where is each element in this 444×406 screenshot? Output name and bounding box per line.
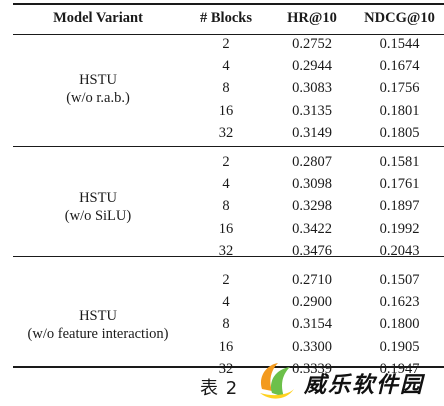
table-row: HSTU (w/o feature interaction) 2 0.2710 0.15…	[13, 269, 444, 342]
blocks-cell: 32	[218, 243, 234, 260]
table-row: 4 0.2900 0.1623	[13, 291, 444, 313]
ndcg10-cell: 0.1801	[379, 102, 420, 119]
hr10-cell: 0.3135	[292, 102, 332, 119]
table-row: 32 0.3339 0.1947	[13, 358, 444, 380]
blocks-cell: 4	[222, 58, 230, 75]
model-variant-ablation: (w/o SiLU)	[64, 207, 132, 224]
ndcg10-cell: 0.1805	[379, 125, 420, 142]
model-variant-cell: HSTU (w/o SiLU)	[13, 151, 183, 263]
hr10-cell: 0.3300	[292, 338, 332, 355]
header-hr10: HR@10	[287, 9, 337, 26]
hr10-cell: 0.3339	[292, 361, 332, 378]
table-row: 8 0.3083 0.1756	[13, 78, 444, 100]
results-table: Model Variant # Blocks HR@10 NDCG@10 HST…	[13, 3, 444, 381]
blocks-cell: 16	[218, 102, 234, 119]
ndcg10-cell: 0.1800	[379, 316, 420, 333]
model-variant-name: HSTU	[79, 71, 117, 88]
ndcg10-cell: 0.1623	[379, 293, 420, 310]
ndcg10-cell: 0.1905	[379, 338, 420, 355]
hr10-cell: 0.2900	[292, 293, 332, 310]
model-variant-cell: HSTU (w/o feature interaction)	[13, 269, 183, 381]
hr10-cell: 0.2710	[292, 271, 332, 288]
header-ndcg10: NDCG@10	[364, 9, 435, 26]
blocks-cell: 32	[218, 361, 234, 378]
hr10-cell: 0.3422	[292, 220, 332, 237]
model-variant-ablation: (w/o r.a.b.)	[66, 89, 130, 106]
blocks-cell: 16	[218, 220, 234, 237]
blocks-cell: 8	[222, 80, 230, 97]
hr10-cell: 0.3083	[292, 80, 332, 97]
model-variant-ablation: (w/o feature interaction)	[27, 325, 169, 342]
hr10-cell: 0.3098	[292, 176, 332, 193]
table-top-rule	[13, 3, 444, 5]
model-variant-cell: HSTU (w/o r.a.b.)	[13, 33, 183, 145]
ndcg10-cell: 0.1544	[379, 35, 420, 52]
table-row: 8 0.3154 0.1800	[13, 314, 444, 336]
hr10-cell: 0.2944	[292, 58, 332, 75]
blocks-cell: 32	[218, 125, 234, 142]
header-blocks: # Blocks	[200, 9, 252, 26]
ndcg10-cell: 0.1897	[379, 198, 420, 215]
table-row: 16 0.3422 0.1992	[13, 218, 444, 240]
ndcg10-cell: 0.1581	[379, 153, 420, 170]
watermark-text: 威乐软件园	[304, 373, 425, 398]
table-row: 8 0.3298 0.1897	[13, 196, 444, 218]
hr10-cell: 0.2807	[292, 153, 332, 170]
model-variant-name: HSTU	[79, 189, 117, 206]
blocks-cell: 8	[222, 316, 230, 333]
blocks-cell: 8	[222, 198, 230, 215]
table-header-rule	[13, 34, 444, 35]
ndcg10-cell: 0.1756	[379, 80, 420, 97]
blocks-cell: 4	[222, 293, 230, 310]
watermark-logo: 威乐软件园	[254, 359, 444, 405]
table-body: HSTU (w/o r.a.b.) 2 0.2752 0.1544 4 0.2944 0.16…	[13, 33, 444, 381]
model-variant-name: HSTU	[79, 307, 117, 324]
table-row: 4 0.3098 0.1761	[13, 173, 444, 195]
ndcg10-cell: 0.1761	[379, 176, 420, 193]
table-row: HSTU (w/o SiLU) 2 0.2807 0.1581	[13, 151, 444, 224]
table-row: HSTU (w/o r.a.b.) 2 0.2752 0.1544	[13, 33, 444, 106]
blocks-cell: 16	[218, 338, 234, 355]
ndcg10-cell: 0.1507	[379, 271, 420, 288]
group-separator-rule	[13, 146, 444, 147]
hr10-cell: 0.3298	[292, 198, 332, 215]
table-caption: 表 2	[200, 378, 239, 399]
blocks-cell: 2	[222, 271, 230, 288]
header-model-variant: Model Variant	[53, 9, 143, 26]
swirl-logo-icon	[260, 363, 294, 399]
table-row: 16 0.3135 0.1801	[13, 100, 444, 122]
blocks-cell: 2	[222, 35, 230, 52]
table-header-row: Model Variant # Blocks HR@10 NDCG@10	[13, 3, 444, 33]
table-row: 32 0.3149 0.1805	[13, 123, 444, 145]
table-row: 4 0.2944 0.1674	[13, 55, 444, 77]
hr10-cell: 0.3149	[292, 125, 332, 142]
ndcg10-cell: 0.1992	[379, 220, 420, 237]
ndcg10-cell: 0.1674	[379, 58, 420, 75]
ndcg10-cell: 0.2043	[379, 243, 420, 260]
blocks-cell: 2	[222, 153, 230, 170]
table-row: 32 0.3476 0.2043	[13, 241, 444, 263]
hr10-cell: 0.3154	[292, 316, 332, 333]
hr10-cell: 0.2752	[292, 35, 332, 52]
hr10-cell: 0.3476	[292, 243, 332, 260]
group-separator-rule	[13, 256, 444, 257]
table-row: 16 0.3300 0.1905	[13, 336, 444, 358]
table-bottom-rule	[13, 366, 444, 368]
blocks-cell: 4	[222, 176, 230, 193]
ndcg10-cell: 0.1947	[379, 361, 420, 378]
